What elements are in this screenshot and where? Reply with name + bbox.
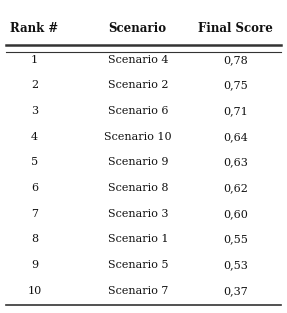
Text: 1: 1 xyxy=(31,55,38,65)
Text: Scenario 10: Scenario 10 xyxy=(104,132,172,142)
Text: 9: 9 xyxy=(31,260,38,270)
Text: Scenario 7: Scenario 7 xyxy=(108,286,168,296)
Text: 10: 10 xyxy=(27,286,42,296)
Text: 0,55: 0,55 xyxy=(223,234,248,244)
Text: 0,64: 0,64 xyxy=(223,132,248,142)
Text: Scenario 3: Scenario 3 xyxy=(108,209,168,219)
Text: Scenario 6: Scenario 6 xyxy=(108,106,168,116)
Text: 0,75: 0,75 xyxy=(223,80,248,90)
Text: 2: 2 xyxy=(31,80,38,90)
Text: Final Score: Final Score xyxy=(198,22,273,35)
Text: 6: 6 xyxy=(31,183,38,193)
Text: 0,63: 0,63 xyxy=(223,157,248,167)
Text: Scenario 4: Scenario 4 xyxy=(108,55,168,65)
Text: 0,60: 0,60 xyxy=(223,209,248,219)
Text: 7: 7 xyxy=(31,209,38,219)
Text: Scenario 1: Scenario 1 xyxy=(108,234,168,244)
Text: 0,78: 0,78 xyxy=(223,55,248,65)
Text: 0,71: 0,71 xyxy=(223,106,248,116)
Text: 0,37: 0,37 xyxy=(223,286,248,296)
Text: Scenario 9: Scenario 9 xyxy=(108,157,168,167)
Text: Rank #: Rank # xyxy=(10,22,59,35)
Text: Scenario 2: Scenario 2 xyxy=(108,80,168,90)
Text: 5: 5 xyxy=(31,157,38,167)
Text: 0,62: 0,62 xyxy=(223,183,248,193)
Text: Scenario 8: Scenario 8 xyxy=(108,183,168,193)
Text: Scenario 5: Scenario 5 xyxy=(108,260,168,270)
Text: Scenario: Scenario xyxy=(109,22,167,35)
Text: 3: 3 xyxy=(31,106,38,116)
Text: 8: 8 xyxy=(31,234,38,244)
Text: 4: 4 xyxy=(31,132,38,142)
Text: 0,53: 0,53 xyxy=(223,260,248,270)
